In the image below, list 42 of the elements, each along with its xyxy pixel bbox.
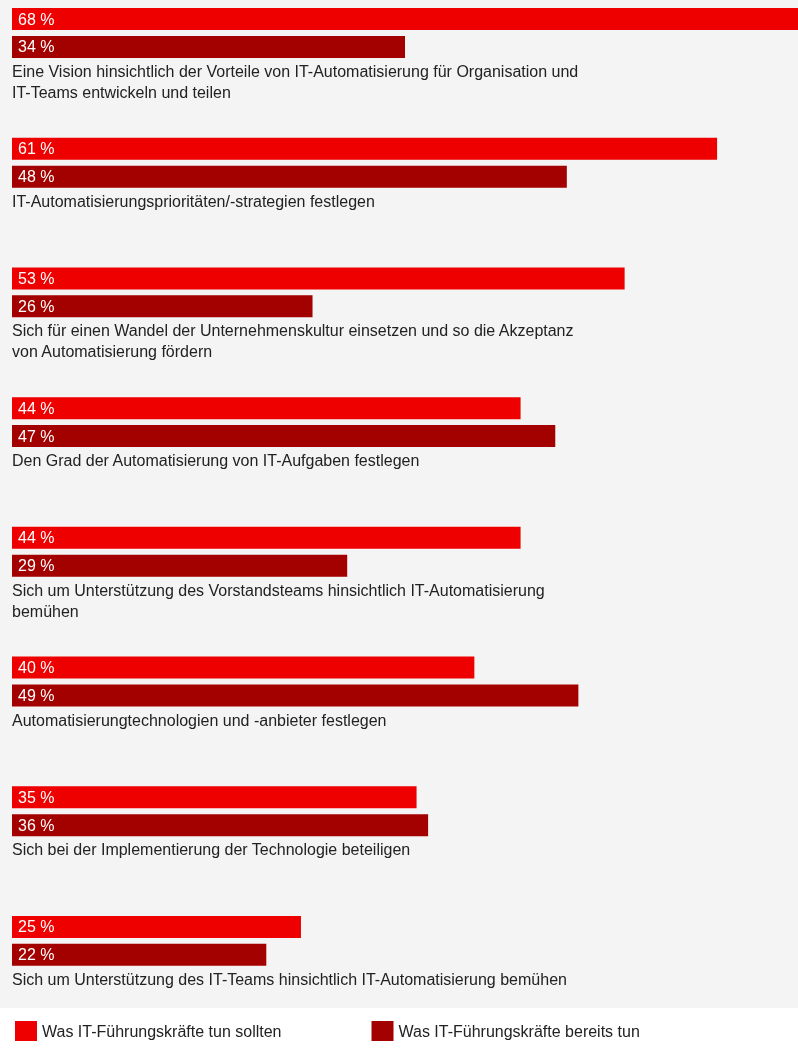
bar — [12, 526, 521, 549]
bar — [12, 397, 521, 420]
bar — [12, 656, 475, 679]
bar — [12, 165, 567, 188]
data-label: 49 % — [18, 686, 55, 704]
data-label: 53 % — [18, 269, 55, 287]
bar — [12, 137, 718, 160]
bar — [12, 8, 798, 31]
bar — [12, 915, 301, 938]
y-tick-label: Sich um Unterstützung des IT-Teams hinsichtlich IT-Automatisierung bemühen — [12, 970, 567, 988]
data-label: 47 % — [18, 427, 55, 445]
y-tick-label: Sich bei der Implementierung der Technologie beteiligen — [12, 841, 411, 859]
bar — [12, 554, 348, 577]
data-label: 25 % — [18, 918, 55, 936]
legend-label: Was IT-Führungskräfte bereits tun — [398, 1022, 640, 1040]
data-label: 44 % — [18, 399, 55, 417]
data-label: 48 % — [18, 168, 55, 186]
bar — [12, 786, 417, 809]
data-label: 34 % — [18, 38, 55, 56]
bar — [12, 295, 313, 318]
data-label: 26 % — [18, 297, 55, 315]
data-label: 22 % — [18, 946, 55, 964]
y-tick-label: IT-Automatisierungsprioritäten/-strategien festlegen — [12, 192, 375, 210]
data-label: 29 % — [18, 557, 55, 575]
y-tick-label: Sich für einen Wandel der Unternehmenskultur einsetzen und so die Akzeptanz von Automatisierung fördern — [12, 322, 578, 361]
y-tick-label: Eine Vision hinsichtlich der Vorteile von IT-Automatisierung für Organisation und IT-Teams entwickeln und teilen — [12, 63, 583, 101]
data-label: 61 % — [18, 140, 55, 158]
bar — [12, 943, 267, 966]
y-tick-label: Automatisierungtechnologien und -anbieter festlegen — [12, 711, 387, 729]
y-tick-label: Sich um Unterstützung des Vorstandsteams hinsichtlich IT-Automatisierung bemühen — [12, 581, 550, 620]
data-label: 35 % — [18, 788, 55, 806]
y-tick-label: Den Grad der Automatisierung von IT-Aufgaben festlegen — [12, 452, 420, 470]
data-label: 36 % — [18, 816, 55, 834]
bar — [12, 267, 625, 290]
data-label: 40 % — [18, 659, 55, 677]
legend-label: Was IT-Führungskräfte tun sollten — [42, 1022, 282, 1040]
bar — [12, 814, 429, 837]
data-label: 44 % — [18, 529, 55, 547]
bar — [12, 35, 405, 58]
bar — [12, 425, 556, 448]
bar — [12, 684, 579, 707]
data-label: 68 % — [18, 10, 55, 28]
